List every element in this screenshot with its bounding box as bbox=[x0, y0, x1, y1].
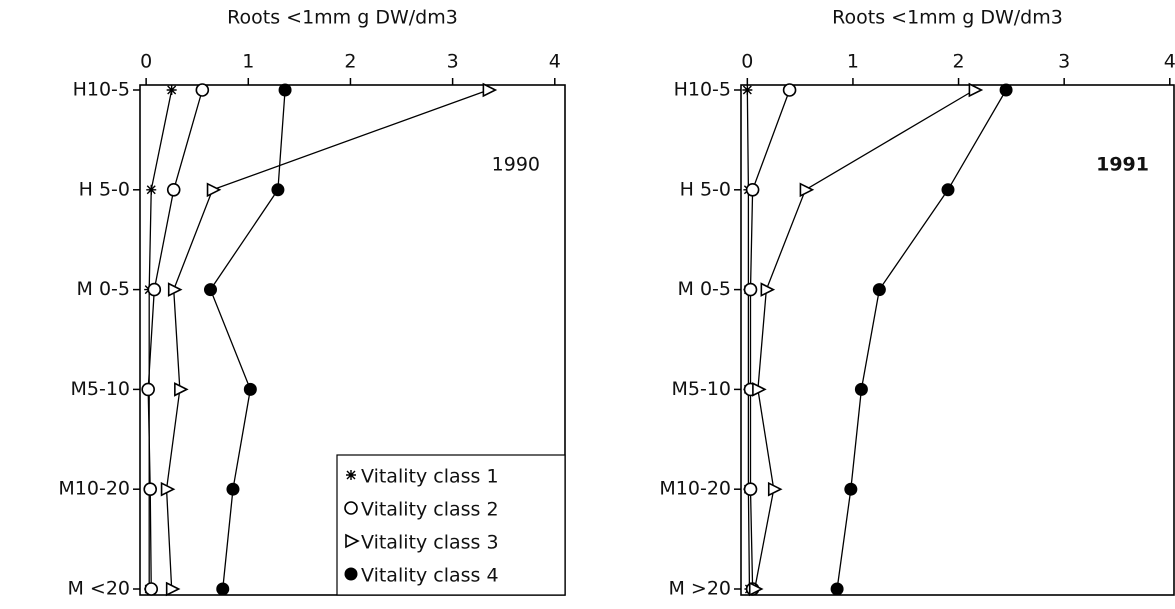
series-line bbox=[165, 89, 489, 590]
marker bbox=[143, 482, 158, 497]
marker bbox=[165, 581, 181, 597]
marker bbox=[968, 82, 984, 98]
legend-label: Vitality class 2 bbox=[361, 499, 499, 521]
marker bbox=[941, 183, 955, 197]
marker bbox=[147, 282, 162, 297]
x-tick-label: 1 bbox=[847, 51, 859, 73]
marker bbox=[844, 482, 858, 496]
series-line bbox=[754, 89, 975, 590]
x-tick-label: 1 bbox=[242, 51, 254, 73]
marker bbox=[206, 182, 222, 198]
y-tick-label: M 0-5 bbox=[77, 278, 130, 300]
marker bbox=[743, 482, 758, 497]
marker bbox=[166, 85, 177, 95]
y-tick-label: H 5-0 bbox=[680, 178, 731, 200]
series-line bbox=[147, 89, 203, 590]
series-line bbox=[749, 89, 791, 590]
marker bbox=[345, 533, 360, 549]
x-tick-label: 3 bbox=[1058, 51, 1070, 73]
marker bbox=[195, 83, 210, 97]
series-line bbox=[148, 89, 173, 589]
y-tick-label: H10-5 bbox=[73, 79, 130, 101]
marker bbox=[999, 83, 1013, 97]
marker bbox=[144, 582, 159, 596]
marker bbox=[146, 184, 157, 195]
marker bbox=[344, 501, 358, 515]
marker bbox=[226, 482, 240, 496]
y-tick-label: M >20 bbox=[668, 578, 731, 600]
y-tick-label: M10-20 bbox=[58, 478, 130, 500]
legend-label: Vitality class 1 bbox=[361, 466, 499, 488]
annotation: 1990 bbox=[492, 154, 540, 176]
series bbox=[144, 85, 177, 594]
legend-label: Vitality class 3 bbox=[361, 532, 499, 554]
marker bbox=[799, 182, 815, 198]
x-tick-label: 4 bbox=[549, 51, 561, 73]
marker bbox=[482, 82, 498, 98]
marker bbox=[141, 382, 155, 397]
series-line bbox=[209, 89, 286, 590]
x-tick-label: 2 bbox=[953, 51, 965, 73]
x-tick-label: 0 bbox=[741, 51, 753, 73]
marker bbox=[271, 183, 285, 197]
marker bbox=[760, 282, 776, 297]
series-line bbox=[746, 89, 751, 590]
y-tick-label: M5-10 bbox=[671, 378, 731, 400]
series bbox=[830, 83, 1013, 596]
marker bbox=[203, 283, 217, 297]
marker bbox=[166, 183, 181, 197]
series-line bbox=[836, 89, 1007, 590]
marker bbox=[216, 582, 230, 596]
y-tick-label: M 0-5 bbox=[678, 278, 731, 300]
x-tick-label: 0 bbox=[140, 51, 152, 73]
marker bbox=[748, 581, 764, 597]
legend-box bbox=[336, 454, 566, 596]
series bbox=[203, 83, 292, 596]
y-tick-label: H10-5 bbox=[674, 79, 731, 101]
marker bbox=[830, 582, 844, 596]
marker bbox=[872, 283, 886, 297]
marker bbox=[160, 481, 176, 497]
y-tick-label: H 5-0 bbox=[79, 178, 130, 200]
marker bbox=[745, 183, 760, 197]
series bbox=[141, 83, 210, 596]
x-axis-title: Roots <1mm g DW/dm3 bbox=[832, 7, 1063, 29]
x-tick-label: 2 bbox=[344, 51, 356, 73]
series bbox=[748, 82, 984, 597]
marker bbox=[167, 282, 183, 297]
y-tick-label: M10-20 bbox=[659, 478, 731, 500]
marker bbox=[278, 83, 292, 97]
series bbox=[160, 82, 498, 597]
y-tick-label: M5-10 bbox=[70, 378, 130, 400]
marker bbox=[344, 567, 358, 581]
x-axis-title: Roots <1mm g DW/dm3 bbox=[227, 7, 458, 29]
marker bbox=[743, 282, 758, 297]
marker bbox=[782, 83, 797, 97]
marker bbox=[346, 470, 356, 480]
marker bbox=[752, 382, 767, 397]
series bbox=[743, 83, 797, 596]
marker bbox=[243, 382, 257, 396]
x-tick-label: 3 bbox=[447, 51, 459, 73]
marker bbox=[742, 85, 753, 95]
plot-frame bbox=[740, 84, 1175, 596]
marker bbox=[854, 382, 868, 396]
annotation: 1991 bbox=[1096, 154, 1149, 176]
x-tick-label: 4 bbox=[1164, 51, 1175, 73]
y-tick-label: M <20 bbox=[67, 578, 130, 600]
legend-label: Vitality class 4 bbox=[361, 565, 499, 587]
marker bbox=[767, 481, 783, 497]
series bbox=[742, 85, 755, 594]
marker bbox=[174, 382, 189, 397]
